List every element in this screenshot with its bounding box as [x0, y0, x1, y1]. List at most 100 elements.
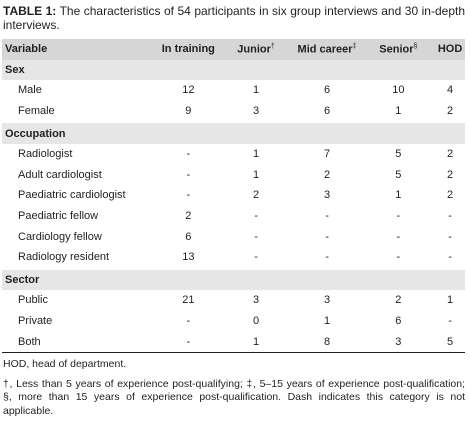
table-cell: - — [396, 210, 401, 223]
table: Variable In training Junior† Mid career‡ Sen… — [2, 39, 465, 353]
table-cell: 4 — [446, 84, 454, 97]
table-cell: 3 — [252, 294, 260, 307]
section-label: Sector — [2, 267, 465, 291]
header-cell: Senior§ — [361, 39, 422, 60]
table-cell: 6 — [185, 230, 192, 243]
table-row: Female 9 3 6 1 2 — [2, 101, 465, 123]
table-cell: 1 — [252, 84, 260, 97]
table-cell: - — [396, 251, 401, 264]
table-row: Radiology resident 13 - - - - — [2, 247, 465, 269]
header-cell: HOD — [421, 39, 465, 60]
table-cell: 12 — [182, 84, 195, 97]
section-row: Occupation — [2, 121, 465, 144]
table-cell: 8 — [323, 335, 331, 348]
table-title: TABLE 1: The characteristics of 54 parti… — [3, 4, 465, 32]
header-text: Senior — [379, 43, 414, 56]
table-cell: - — [448, 210, 452, 223]
table-cell: - — [325, 230, 329, 243]
row-label: Paediatric cardiologist — [18, 189, 126, 202]
header-text: HOD — [437, 43, 463, 56]
table-cell: 5 — [446, 335, 454, 348]
table-cell: - — [186, 189, 191, 202]
table-cell: - — [448, 315, 452, 328]
table-cell: - — [325, 210, 329, 223]
row-label: Private — [18, 315, 53, 328]
table-cell: 2 — [395, 294, 402, 307]
title-label: TABLE 1: — [3, 4, 57, 18]
table-cell: 1 — [252, 148, 260, 161]
header-row: Variable In training Junior† Mid career‡ Sen… — [2, 39, 465, 60]
table-cell: 13 — [182, 251, 195, 264]
table-cell: 6 — [323, 105, 331, 118]
row-label: Female — [18, 105, 55, 118]
table-cell: 3 — [323, 294, 331, 307]
table-cell: 3 — [323, 189, 331, 202]
section-label: Occupation — [2, 121, 465, 144]
table-cell: - — [254, 251, 258, 264]
header-text: In training — [161, 43, 215, 56]
row-label: Public — [18, 294, 48, 307]
table-cell: 7 — [323, 148, 331, 161]
section-row: Sex — [2, 59, 465, 81]
table-cell: 3 — [395, 335, 402, 348]
header-cell: Mid career‡ — [278, 39, 362, 60]
table-cell: - — [254, 230, 258, 243]
table-cell: 6 — [395, 315, 402, 328]
table-row: Paediatric fellow 2 - - - - — [2, 206, 465, 227]
header-footnote-mark: ‡ — [352, 42, 357, 50]
header-footnote-mark: † — [270, 42, 275, 50]
table-cell: - — [448, 230, 452, 243]
table-cell: - — [254, 210, 258, 223]
table-cell: 2 — [446, 168, 454, 181]
table-cell: 0 — [252, 315, 260, 328]
table-cell: 5 — [395, 148, 402, 161]
table-cell: - — [186, 335, 191, 348]
section-row: Sector — [2, 267, 465, 291]
table-cell: 10 — [392, 84, 405, 97]
table-cell: 5 — [395, 168, 402, 181]
table-cell: 2 — [446, 148, 454, 161]
table-cell: 2 — [323, 168, 331, 181]
table-cell: 2 — [446, 105, 454, 118]
table-cell: - — [448, 251, 452, 264]
table-cell: 3 — [252, 105, 260, 118]
table-cell: 21 — [182, 294, 195, 307]
title-text: The characteristics of 54 participants i… — [3, 4, 465, 32]
table-cell: 1 — [323, 315, 331, 328]
row-label: Radiology resident — [18, 251, 110, 264]
table-cell: 6 — [323, 84, 331, 97]
table-cell: - — [186, 168, 191, 181]
table-cell: 1 — [395, 105, 402, 118]
table-row: Cardiology fellow 6 - - - - — [2, 226, 465, 247]
footnote: †, Less than 5 years of experience post-… — [3, 377, 465, 417]
table-cell: 9 — [185, 105, 192, 118]
row-label: Paediatric fellow — [18, 210, 99, 223]
section-label: Sex — [2, 59, 465, 81]
table-cell: - — [325, 251, 329, 264]
header-text: Junior — [237, 43, 271, 56]
table-row: Paediatric cardiologist - 2 3 1 2 — [2, 185, 465, 206]
header-text: Variable — [5, 43, 48, 56]
table-cell: 1 — [252, 168, 260, 181]
row-label: Both — [18, 335, 41, 348]
table-row: Adult cardiologist - 1 2 5 2 — [2, 165, 465, 186]
table-cell: 1 — [252, 335, 260, 348]
table-cell: 1 — [395, 189, 402, 202]
header-cell: In training — [143, 39, 220, 60]
row-label: Cardiology fellow — [18, 230, 102, 243]
table-cell: - — [186, 148, 191, 161]
header-text: Mid career — [297, 43, 353, 56]
table-row: Male 12 1 6 10 4 — [2, 80, 465, 101]
table-cell: 1 — [446, 294, 454, 307]
table-cell: 2 — [446, 189, 454, 202]
header-cell: Junior† — [219, 39, 279, 60]
footnote: HOD, head of department. — [3, 358, 127, 370]
header-footnote-mark: § — [413, 42, 418, 50]
footnotes: HOD, head of department. †, Less than 5 y… — [3, 358, 465, 424]
header-cell: Variable — [2, 39, 144, 60]
table-cell: - — [396, 230, 401, 243]
table-row: Public 21 3 3 2 1 — [2, 290, 465, 311]
row-label: Adult cardiologist — [18, 168, 102, 181]
table-row: Radiologist - 1 7 5 2 — [2, 144, 465, 165]
